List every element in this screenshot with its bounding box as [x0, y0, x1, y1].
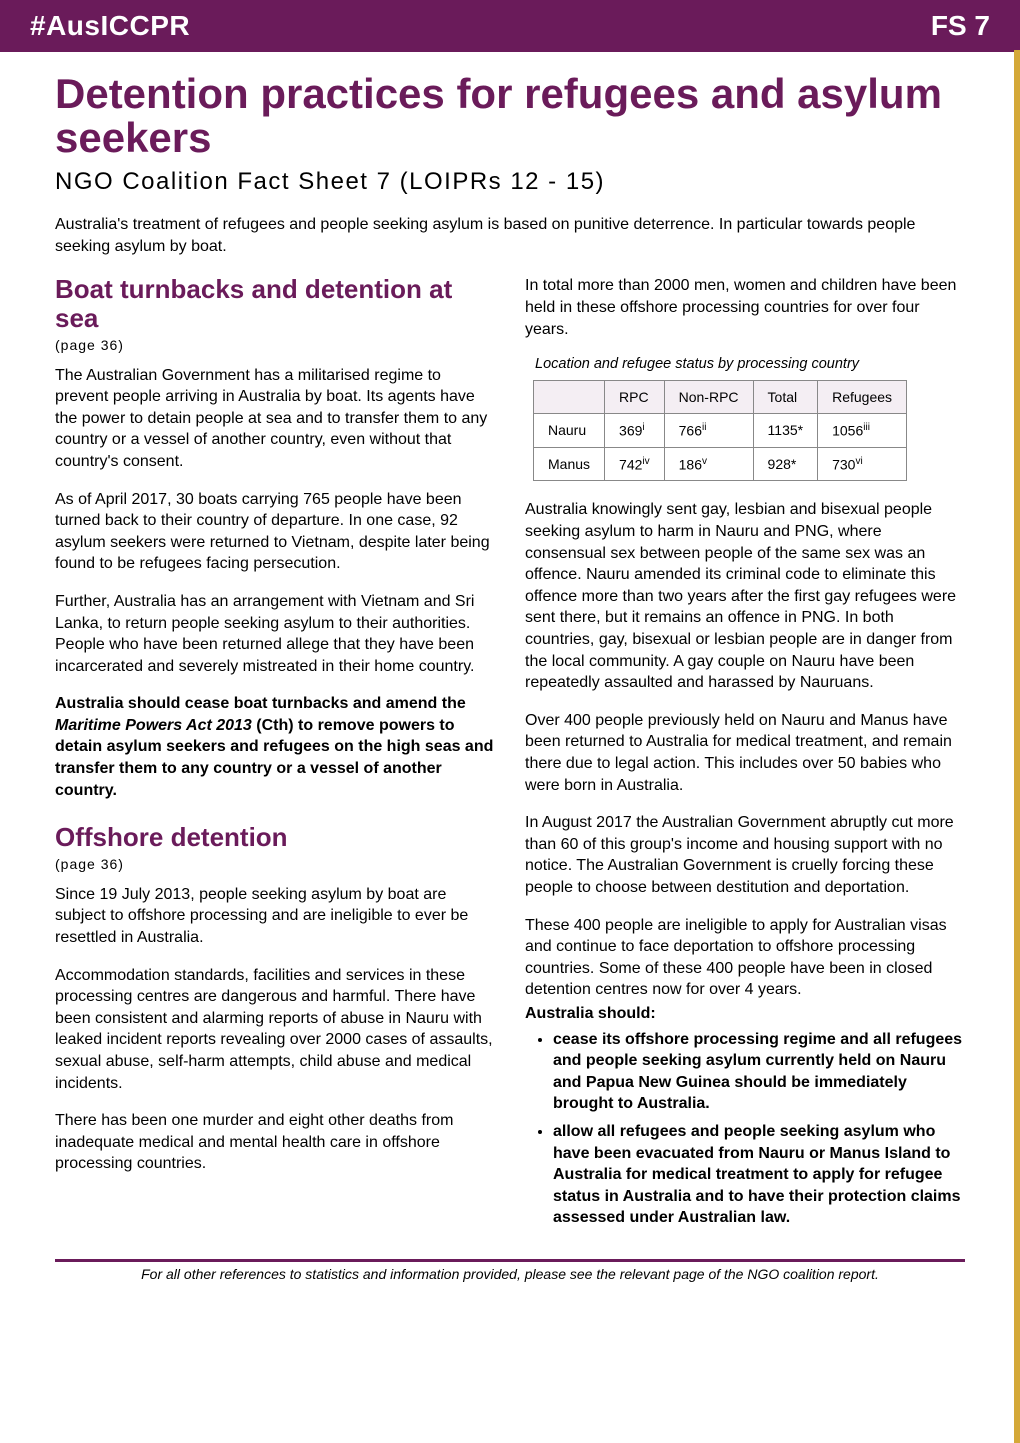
table-cell: Manus: [534, 447, 605, 481]
rec-pre: Australia should cease boat turnbacks an…: [55, 695, 466, 712]
table-cell: 369i: [605, 414, 665, 448]
right-p2: Australia knowingly sent gay, lesbian an…: [525, 499, 965, 693]
table-caption: Location and refugee status by processin…: [535, 356, 965, 372]
footer-text: For all other references to statistics a…: [0, 1266, 1020, 1302]
table-cell: Nauru: [534, 414, 605, 448]
section2-heading: Offshore detention: [55, 823, 495, 852]
rec-intro: Australia should:: [525, 1003, 965, 1025]
header-hashtag: #AusICCPR: [30, 10, 190, 42]
section1-page-ref: (page 36): [55, 337, 495, 353]
right-p4: In August 2017 the Australian Government…: [525, 812, 965, 898]
section2-p1: Since 19 July 2013, people seeking asylu…: [55, 884, 495, 949]
table-cell: 186v: [664, 447, 753, 481]
table-col-blank: [534, 381, 605, 414]
table-row: Manus 742iv 186v 928* 730vi: [534, 447, 907, 481]
right-p1: In total more than 2000 men, women and c…: [525, 275, 965, 340]
table-cell: 742iv: [605, 447, 665, 481]
table-col-total: Total: [753, 381, 818, 414]
section2-p3: There has been one murder and eight othe…: [55, 1110, 495, 1175]
table-col-nonrpc: Non-RPC: [664, 381, 753, 414]
table-cell: 928*: [753, 447, 818, 481]
table-row: Nauru 369i 766ii 1135* 1056iii: [534, 414, 907, 448]
rec-item-1: cease its offshore processing regime and…: [553, 1029, 965, 1115]
right-column: In total more than 2000 men, women and c…: [525, 275, 965, 1235]
table-col-refugees: Refugees: [818, 381, 907, 414]
status-table: RPC Non-RPC Total Refugees Nauru 369i 76…: [533, 380, 907, 481]
main-content: Detention practices for refugees and asy…: [0, 52, 1020, 1245]
gold-strip: [1014, 50, 1020, 1443]
intro-paragraph: Australia's treatment of refugees and pe…: [55, 214, 965, 257]
rec-italic: Maritime Powers Act 2013: [55, 717, 252, 734]
section2-p2: Accommodation standards, facilities and …: [55, 965, 495, 1095]
section1-heading: Boat turnbacks and detention at sea: [55, 275, 495, 332]
section1-p3: Further, Australia has an arrangement wi…: [55, 591, 495, 677]
table-col-rpc: RPC: [605, 381, 665, 414]
recommendations-list: cease its offshore processing regime and…: [525, 1029, 965, 1229]
right-p3: Over 400 people previously held on Nauru…: [525, 710, 965, 796]
page-title: Detention practices for refugees and asy…: [55, 72, 965, 160]
footer-rule: [55, 1259, 965, 1262]
left-column: Boat turnbacks and detention at sea (pag…: [55, 275, 495, 1235]
table-cell: 730vi: [818, 447, 907, 481]
section1-p2: As of April 2017, 30 boats carrying 765 …: [55, 489, 495, 575]
header-bar: #AusICCPR FS 7: [0, 0, 1020, 52]
table-cell: 766ii: [664, 414, 753, 448]
rec-item-2: allow all refugees and people seeking as…: [553, 1121, 965, 1229]
page-subtitle: NGO Coalition Fact Sheet 7 (LOIPRs 12 - …: [55, 168, 965, 196]
section2-page-ref: (page 36): [55, 856, 495, 872]
right-p5: These 400 people are ineligible to apply…: [525, 915, 965, 1001]
two-column-layout: Boat turnbacks and detention at sea (pag…: [55, 275, 965, 1235]
section1-recommendation: Australia should cease boat turnbacks an…: [55, 693, 495, 801]
header-fs-label: FS 7: [931, 10, 990, 42]
table-header-row: RPC Non-RPC Total Refugees: [534, 381, 907, 414]
section1-p1: The Australian Government has a militari…: [55, 365, 495, 473]
table-cell: 1056iii: [818, 414, 907, 448]
table-cell: 1135*: [753, 414, 818, 448]
